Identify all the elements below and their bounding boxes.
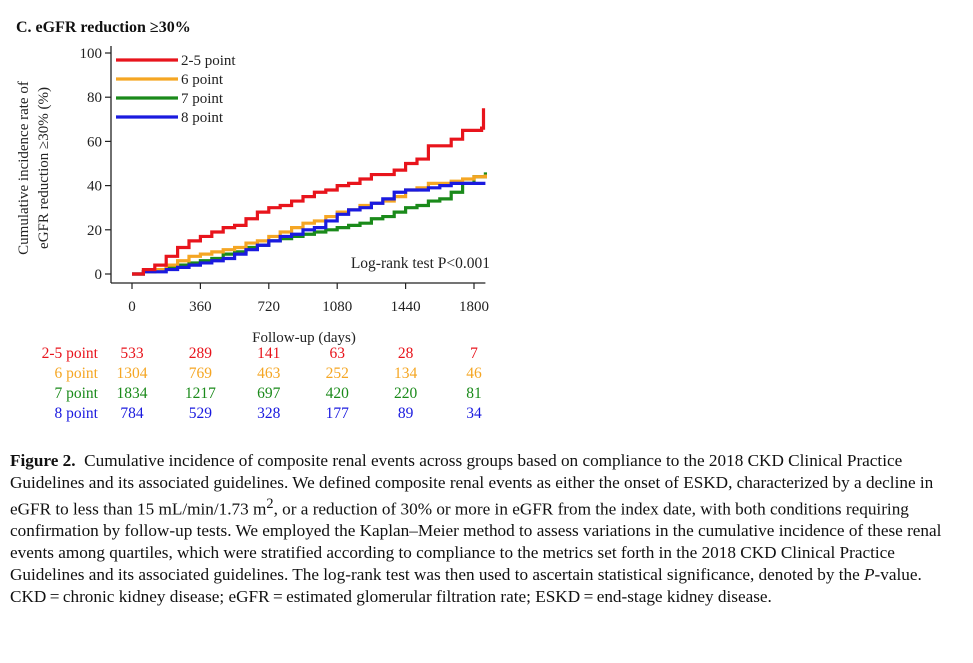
caption-text-3: -value. CKD = chronic kidney disease; eG… [10,564,922,606]
x-tick-label: 1080 [322,299,352,315]
caption-label: Figure 2. [10,451,76,470]
y-tick-label: 0 [95,267,103,283]
x-tick-label: 720 [258,299,281,315]
risk-cell: 252 [325,365,349,382]
panel-title: C. eGFR reduction ≥30% [16,19,191,36]
risk-cell: 1304 [116,365,148,382]
curve-6-point [132,174,487,276]
caption-superscript: 2 [266,495,274,512]
risk-row-label: 7 point [54,385,99,402]
risk-cell: 463 [257,365,281,382]
risk-cell: 784 [120,405,144,422]
risk-cell: 134 [393,365,418,382]
y-axis-title: Cumulative incidence rate of eGFR reducti… [16,81,52,255]
risk-cell: 141 [257,345,281,362]
caption-italic-p: P [864,564,875,584]
risk-table-row: 2-5 point 533 289 141 63 28 7 [0,345,520,365]
risk-cell: 420 [325,385,349,402]
risk-cell: 89 [397,405,414,422]
risk-cell: 328 [257,405,281,422]
y-axis-title-line: eGFR reduction ≥30% (%) [36,87,52,249]
x-tick-label: 360 [189,299,212,315]
x-tick-label: 0 [128,299,136,315]
x-axis-title: Follow-up (days) [252,330,356,345]
log-rank-annotation: Log-rank test P<0.001 [351,255,490,272]
risk-cell: 63 [329,345,345,362]
caption-text-1: Cumulative incidence of composite renal … [10,451,934,519]
risk-cell: 697 [257,385,281,402]
x-tick-label: 1800 [459,299,489,315]
curves [132,108,487,276]
risk-cell: 28 [397,345,414,362]
y-tick-label: 40 [87,179,102,195]
curve-8-point [132,181,486,276]
legend: 2-5 point 6 point 7 point 8 point [116,53,236,126]
figure-caption: Figure 2. Cumulative incidence of compos… [10,450,950,607]
legend-label: 8 point [181,110,224,126]
caption-text-2: , or a reduction of 30% or more in eGFR … [10,499,942,584]
risk-cell: 220 [393,385,418,402]
risk-cell: 1217 [184,385,216,402]
y-tick-label: 80 [87,90,102,106]
risk-cell: 7 [470,345,478,362]
risk-cell: 177 [325,405,349,422]
axes: 0 20 40 60 80 100 0 360 720 1080 1440 1800 [80,46,489,315]
risk-cell: 533 [120,345,144,362]
risk-table-row: 7 point 1834 1217 697 420 220 81 [0,385,520,405]
risk-row-label: 8 point [54,405,99,422]
risk-cell: 1834 [116,385,148,402]
risk-row-label: 2-5 point [41,345,98,362]
risk-cell: 769 [188,365,213,382]
risk-table-row: 6 point 1304 769 463 252 134 46 [0,365,520,385]
y-tick-label: 60 [87,134,102,150]
y-axis-title-line: Cumulative incidence rate of [16,81,32,255]
risk-row-label: 6 point [54,365,99,382]
legend-label: 6 point [181,72,224,88]
legend-label: 7 point [181,91,224,107]
curve-2-5-point [132,108,486,276]
risk-table-row: 8 point 784 529 328 177 89 34 [0,405,520,425]
y-tick-label: 20 [87,223,102,239]
risk-cell: 529 [188,405,213,422]
km-chart: Cumulative incidence rate of eGFR reducti… [16,46,490,345]
x-tick-label: 1440 [391,299,421,315]
y-tick-label: 100 [80,46,103,62]
risk-cell: 34 [466,405,482,422]
legend-label: 2-5 point [181,53,236,69]
risk-cell: 81 [466,385,482,402]
risk-cell: 289 [188,345,213,362]
risk-cell: 46 [466,365,482,382]
curve-7-point [132,172,487,276]
